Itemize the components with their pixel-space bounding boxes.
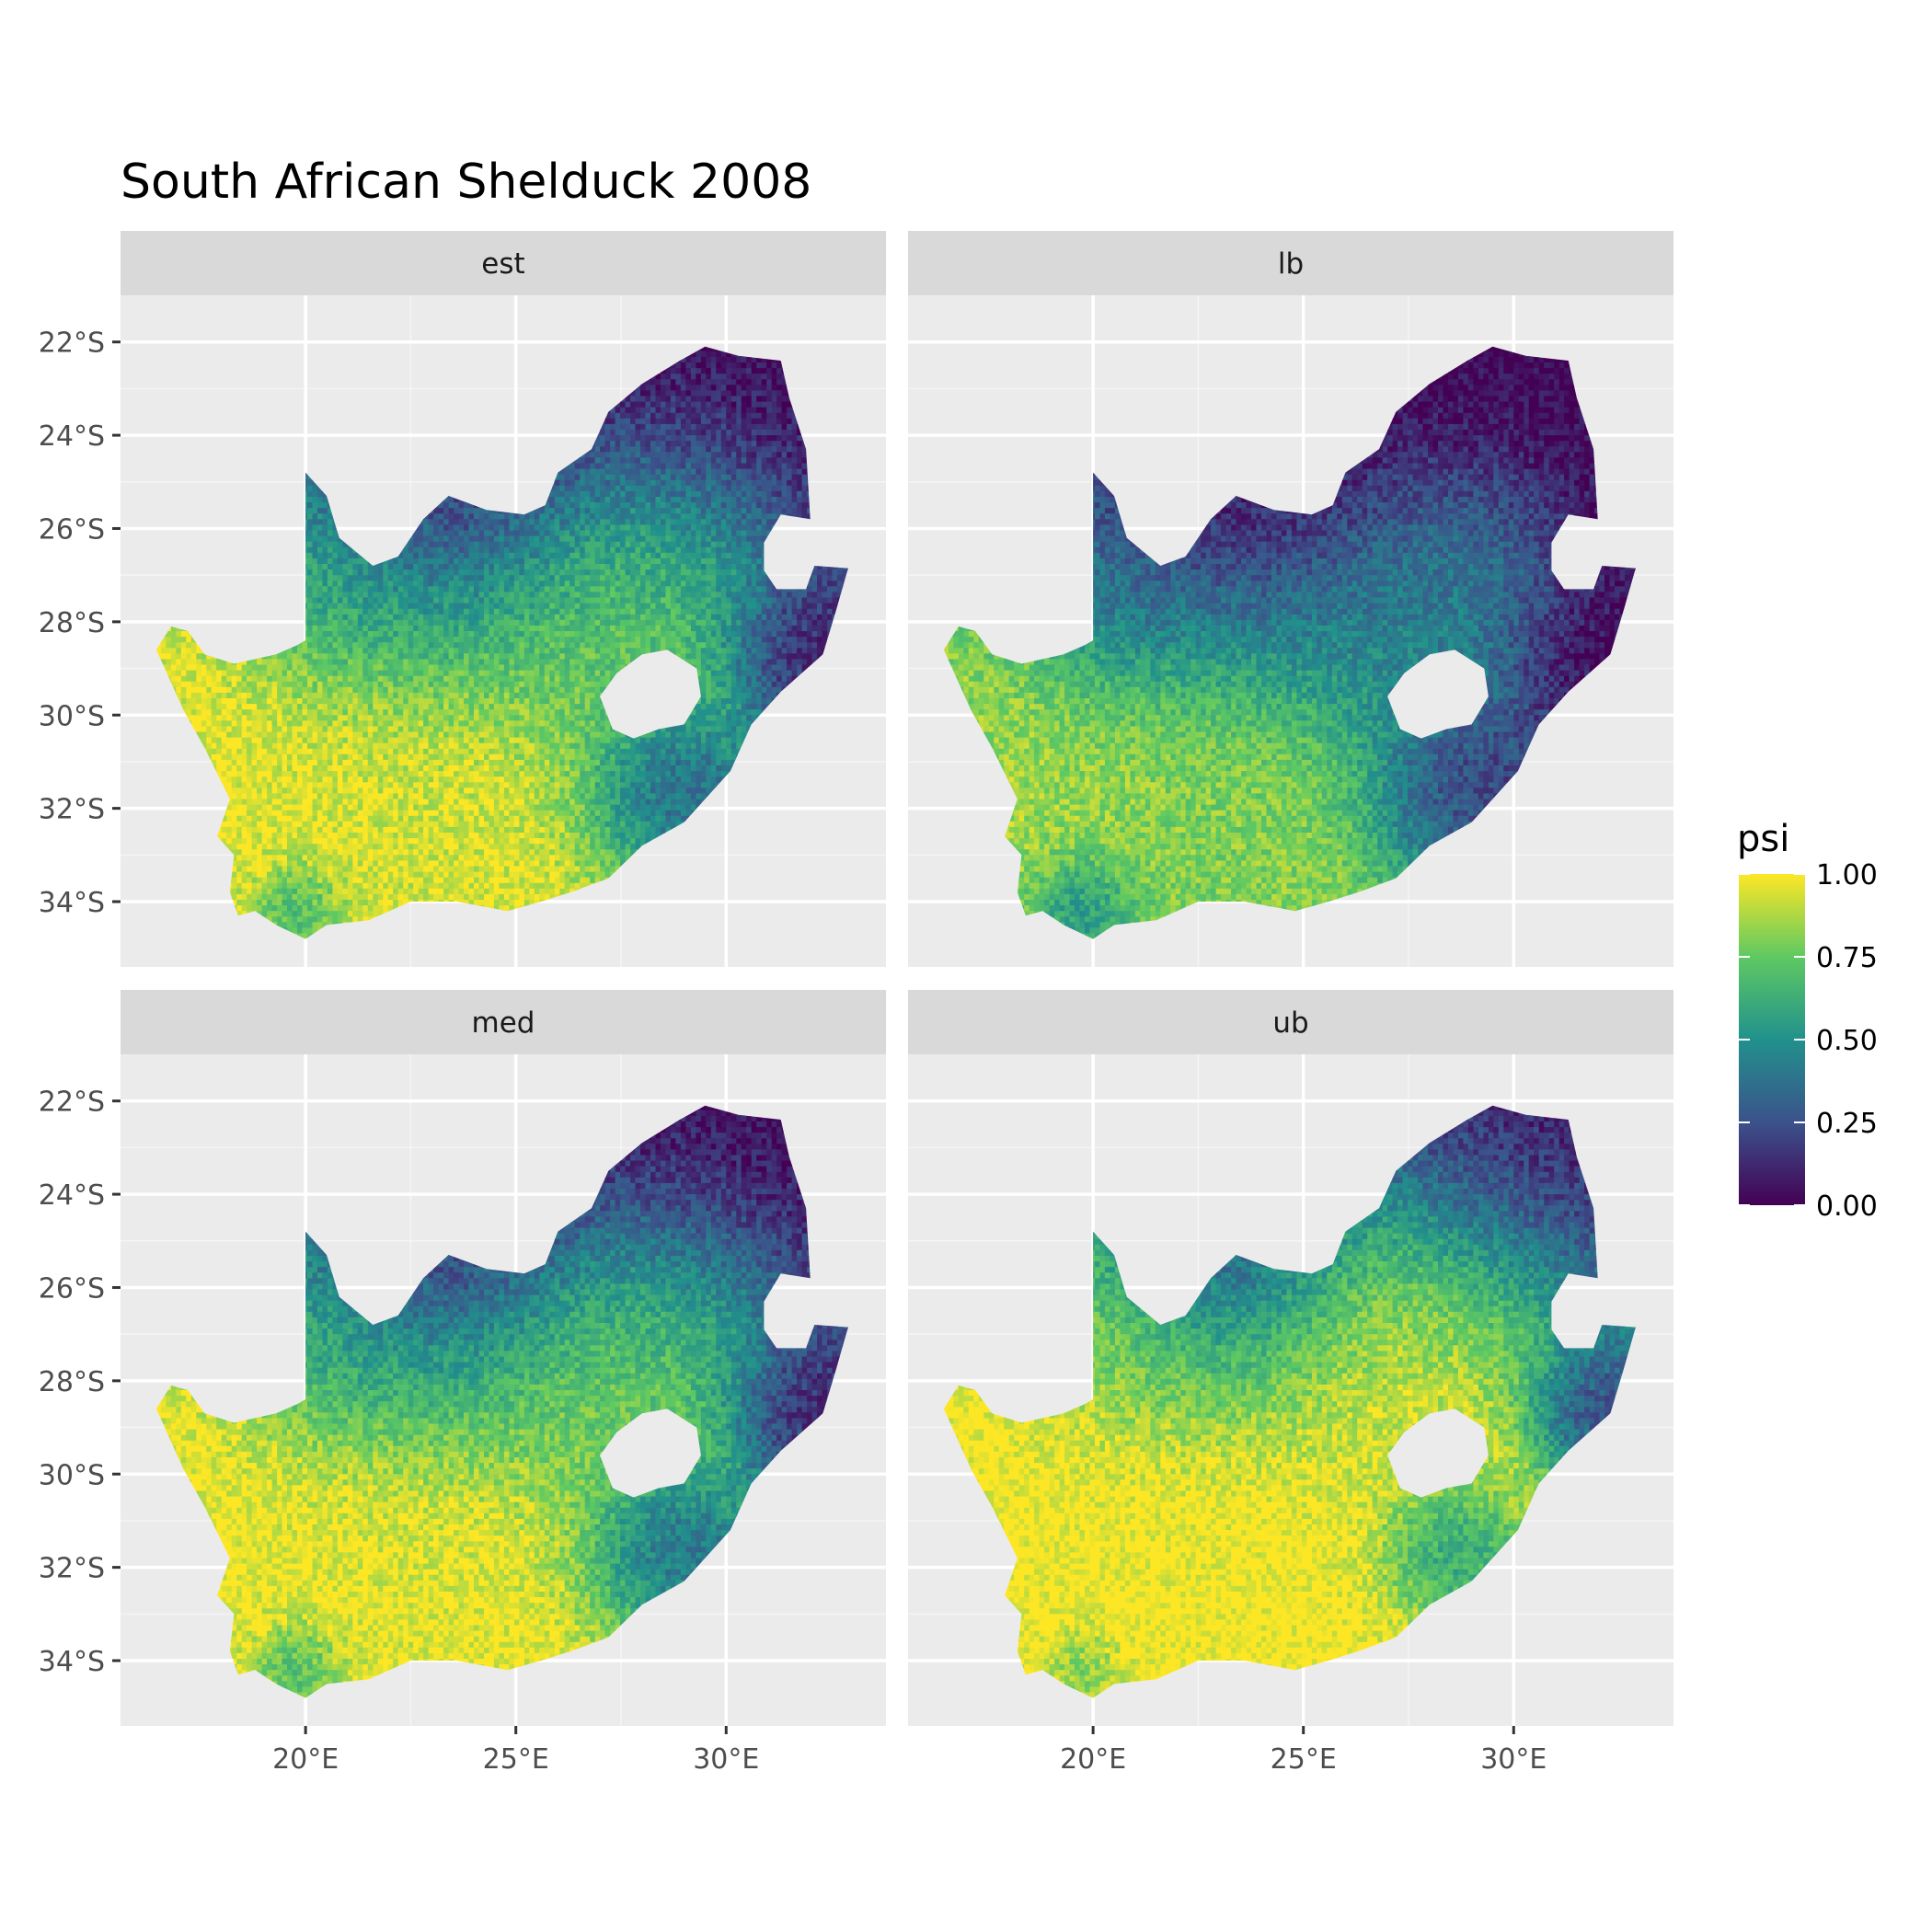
facet-strip-label: est: [481, 247, 524, 281]
facet-panel-ub: ub 20°E 25°E 30°E: [908, 990, 1675, 1776]
y-tick-label: 24°S: [39, 1179, 105, 1212]
facet-strip-label: med: [472, 1006, 535, 1040]
x-tick-label: 20°E: [1060, 1743, 1126, 1776]
y-tick-label: 28°S: [39, 607, 105, 639]
y-tick-label: 22°S: [39, 328, 105, 360]
x-tick-label: 25°E: [1271, 1743, 1337, 1776]
x-tick-label: 30°E: [1480, 1743, 1547, 1776]
facet-panel-med: med 22°S 24°S 26°S 28°S 30°S 32°S 34°S 20°E 25°E 3…: [39, 990, 889, 1776]
x-tick-label: 25°E: [483, 1743, 549, 1776]
y-tick-label: 24°S: [39, 420, 105, 453]
facet-strip-label: ub: [1272, 1006, 1308, 1040]
y-tick-label: 26°S: [39, 1272, 105, 1305]
facet-panel-est: est 22°S 24°S 26°S 28°S 30°S 32°S 34°S: [39, 231, 889, 968]
y-tick-label: 30°S: [39, 1459, 105, 1491]
legend-tick-label: 0.50: [1816, 1025, 1878, 1057]
facet-strip-label: lb: [1278, 247, 1304, 281]
facet-panels: est 22°S 24°S 26°S 28°S 30°S 32°S 34°S lb med 22°S…: [39, 231, 1676, 1776]
legend-title: psi: [1737, 818, 1789, 860]
y-tick-label: 22°S: [39, 1087, 105, 1119]
y-tick-label: 30°S: [39, 700, 105, 732]
plot-title: South African Shelduck 2008: [121, 155, 811, 210]
legend-tick-label: 0.75: [1816, 942, 1878, 974]
facet-panel-lb: lb: [908, 231, 1675, 968]
y-tick-label: 32°S: [39, 1553, 105, 1585]
x-tick-label: 20°E: [272, 1743, 339, 1776]
x-tick-label: 30°E: [693, 1743, 759, 1776]
legend-tick-label: 1.00: [1816, 859, 1878, 891]
y-tick-label: 32°S: [39, 794, 105, 826]
legend-tick-label: 0.25: [1816, 1108, 1878, 1140]
y-tick-label: 34°S: [39, 887, 105, 919]
color-legend: psi 1.00 0.75 0.50 0.25 0.00: [1737, 818, 1878, 1223]
y-tick-label: 26°S: [39, 513, 105, 546]
y-tick-label: 28°S: [39, 1366, 105, 1398]
y-tick-label: 34°S: [39, 1646, 105, 1678]
legend-tick-label: 0.00: [1816, 1190, 1878, 1223]
